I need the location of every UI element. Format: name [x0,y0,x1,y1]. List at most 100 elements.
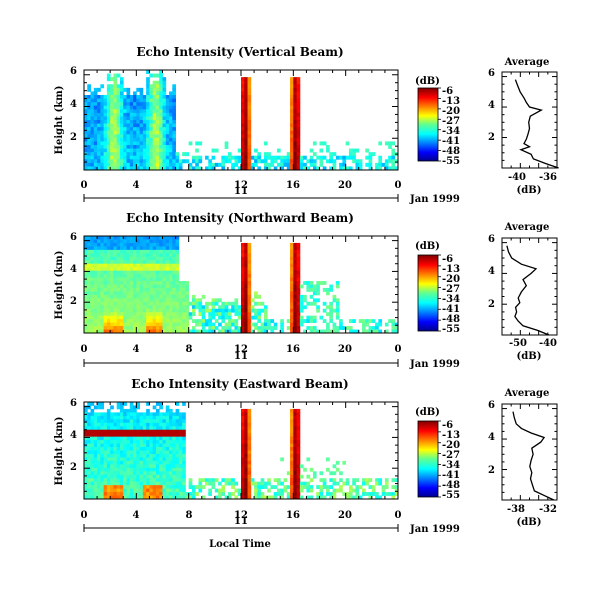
heatmap-cell [146,422,150,427]
heatmap-cell [345,495,350,500]
heatmap-cell [394,492,399,496]
heatmap-cell [126,322,131,327]
heatmap-cell [106,95,111,99]
heatmap-cell [119,274,124,278]
heatmap-cell [110,326,114,330]
heatmap-cell [103,116,108,121]
heatmap-cell [178,450,183,455]
heatmap-cell [391,141,396,146]
heatmap-cell [129,329,134,334]
heatmap-cell [149,443,154,448]
heatmap-cell [172,102,176,107]
heatmap-cell [293,102,297,107]
heatmap-cell [155,298,160,303]
heatmap-cell [332,294,337,299]
heatmap-cell [195,141,199,146]
heatmap-cell [254,308,258,313]
heatmap-cell [155,415,160,420]
heatmap-cell [172,95,176,99]
heatmap-cell [296,284,301,289]
heatmap-cell [244,412,248,417]
heatmap-cell [146,322,150,327]
heatmap-cell [116,329,121,334]
heatmap-cell [97,294,101,299]
colorbar-tick-label: -20 [442,106,460,117]
heatmap-cell [165,236,170,240]
heatmap-cell [162,329,167,334]
heatmap-cell [146,308,150,313]
heatmap-cell [326,159,330,164]
heatmap-cell [276,478,281,483]
colorbar-tick-label: -6 [442,254,453,265]
heatmap-cell [165,405,170,410]
heatmap-cell [391,148,396,153]
heatmap-cell [290,253,294,258]
heatmap-cell [309,294,314,299]
heatmap-cell [244,145,248,149]
heatmap-cell [303,467,307,472]
heatmap-cell [136,284,140,289]
heatmap-cell [172,123,176,128]
heatmap-cell [136,249,140,254]
heatmap-cell [237,488,242,493]
heatmap-cell [123,141,127,146]
heatmap-cell [123,467,127,472]
heatmap-cell [155,256,160,261]
heatmap-cell [123,402,127,406]
heatmap-cell [126,134,131,139]
heatmap-cell [221,478,226,483]
heatmap-cell [159,440,163,444]
heatmap-cell [175,495,180,500]
heatmap-cell [90,284,95,289]
heatmap-cell [169,287,173,292]
heatmap-cell [129,481,134,486]
heatmap-cell [100,246,105,251]
heatmap-cell [90,319,95,323]
heatmap-cell [293,298,297,303]
heatmap-cell [293,329,297,334]
heatmap-cell [172,422,176,427]
heatmap-cell [205,478,209,483]
heatmap-cell [142,274,147,278]
heatmap-cell [103,440,108,444]
heatmap-cell [159,447,163,451]
heatmap-cell [155,274,160,278]
heatmap-cell [169,464,173,469]
heatmap-cell [358,166,363,171]
heatmap-cell [84,429,88,434]
heatmap-cell [162,123,167,128]
heatmap-cell [123,155,127,160]
heatmap-cell [388,155,392,160]
heatmap-cell [159,322,163,327]
heatmap-cell [110,443,114,448]
heatmap-cell [129,464,134,469]
heatmap-cell [100,495,105,500]
heatmap-cell [195,301,199,306]
heatmap-cell [241,123,245,128]
heatmap-cell [123,162,127,167]
heatmap-cell [93,457,98,462]
heatmap-cell [224,305,229,310]
heatmap-cell [224,145,229,149]
heatmap-cell [136,429,140,434]
heatmap-cell [133,116,137,121]
heatmap-cell [103,242,108,247]
heatmap-cell [116,98,121,103]
heatmap-cell [103,267,108,272]
heatmap-cell [136,263,140,268]
profile-title: Average [504,57,550,68]
heatmap-cell [97,453,101,458]
colorbar-unit: (dB) [415,241,440,252]
heatmap-cell [234,322,239,327]
heatmap-cell [100,98,105,103]
heatmap-cell [303,162,307,167]
heatmap-cell [241,440,245,444]
heatmap-cell [149,84,154,89]
heatmap-cell [172,478,176,483]
heatmap-cell [296,287,301,292]
heatmap-cell [129,322,134,327]
heatmap-cell [119,145,124,149]
heatmap-cell [106,436,111,441]
heatmap-cell [133,130,137,135]
heatmap-cell [110,253,114,258]
